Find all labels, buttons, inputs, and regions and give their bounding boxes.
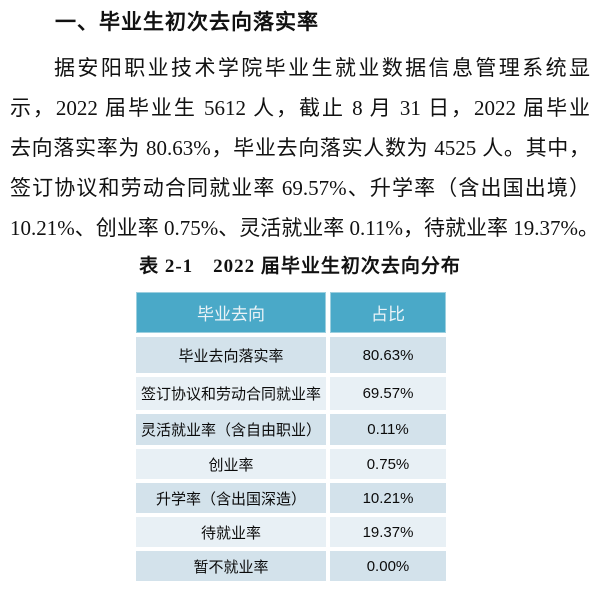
ratio-cell: 80.63% (330, 337, 446, 373)
destination-cell: 暂不就业率 (136, 551, 326, 581)
table-header-row: 毕业去向 占比 (136, 292, 446, 333)
paragraph-line: 去向落实率为 80.63%，毕业去向落实人数为 4525 人。其中， (10, 136, 590, 160)
destination-cell: 签订协议和劳动合同就业率 (136, 377, 326, 410)
table-row: 毕业去向落实率 80.63% (136, 337, 446, 373)
destination-cell: 待就业率 (136, 517, 326, 547)
ratio-cell: 69.57% (330, 377, 446, 410)
table-body: 毕业去向落实率 80.63% 签订协议和劳动合同就业率 69.57% 灵活就业率… (136, 337, 446, 581)
table-row: 升学率（含出国深造） 10.21% (136, 483, 446, 513)
ratio-cell: 0.11% (330, 414, 446, 445)
header-cell-ratio: 占比 (330, 292, 446, 333)
table-row: 创业率 0.75% (136, 449, 446, 479)
destination-cell: 创业率 (136, 449, 326, 479)
table-row: 签订协议和劳动合同就业率 69.57% (136, 377, 446, 410)
ratio-cell: 19.37% (330, 517, 446, 547)
section-heading: 一、毕业生初次去向落实率 (55, 11, 319, 34)
paragraph-line: 示，2022 届毕业生 5612 人，截止 8 月 31 日，2022 届毕业 (10, 96, 590, 120)
paragraph-line: 10.21%、创业率 0.75%、灵活就业率 0.11%，待就业率 19.37%… (10, 216, 599, 240)
table-row: 灵活就业率（含自由职业） 0.11% (136, 414, 446, 445)
destination-cell: 灵活就业率（含自由职业） (136, 414, 326, 445)
paragraph-line: 签订协议和劳动合同就业率 69.57%、升学率（含出国出境） (10, 176, 590, 200)
table-row: 待就业率 19.37% (136, 517, 446, 547)
destination-table: 毕业去向 占比 毕业去向落实率 80.63% 签订协议和劳动合同就业率 69.5… (136, 292, 446, 581)
table-row: 暂不就业率 0.00% (136, 551, 446, 581)
body-paragraph: 据安阳职业技术学院毕业生就业数据信息管理系统显 示，2022 届毕业生 5612… (10, 48, 599, 248)
destination-cell: 升学率（含出国深造） (136, 483, 326, 513)
ratio-cell: 0.75% (330, 449, 446, 479)
paragraph-line: 据安阳职业技术学院毕业生就业数据信息管理系统显 (54, 56, 590, 80)
header-cell-destination: 毕业去向 (136, 292, 326, 333)
destination-cell: 毕业去向落实率 (136, 337, 326, 373)
ratio-cell: 0.00% (330, 551, 446, 581)
table-caption: 表 2-1 2022 届毕业生初次去向分布 (139, 256, 461, 277)
ratio-cell: 10.21% (330, 483, 446, 513)
